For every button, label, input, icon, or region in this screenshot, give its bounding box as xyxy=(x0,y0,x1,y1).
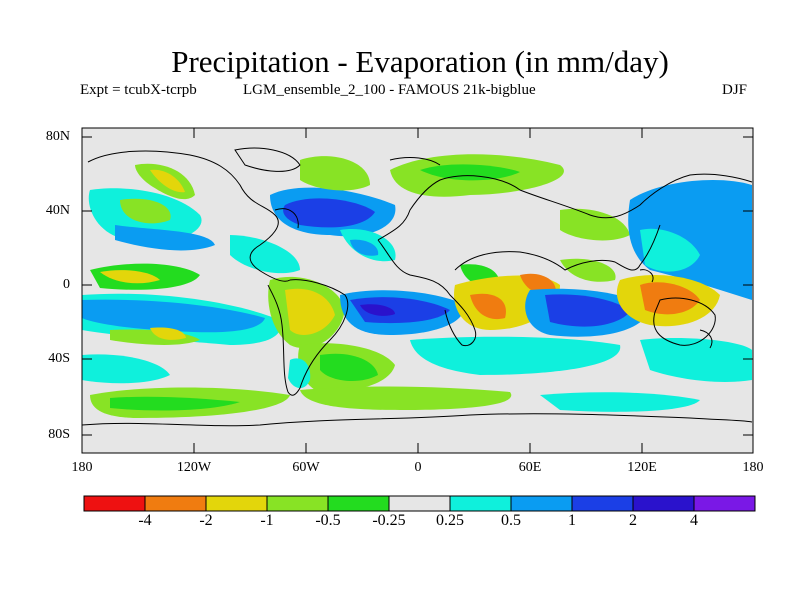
colorbar-label: -2 xyxy=(199,512,213,529)
field-patches xyxy=(82,154,752,418)
colorbar-box xyxy=(510,495,573,512)
lat-tick-label: 0 xyxy=(63,277,70,292)
lon-tick-label: 120E xyxy=(627,460,657,475)
lat-tick-label: 40S xyxy=(48,351,70,366)
lat-tick-label: 40N xyxy=(45,203,70,218)
colorbar-label: 4 xyxy=(690,512,698,529)
colorbar-label: 0.5 xyxy=(501,512,521,529)
lon-tick-label: 60E xyxy=(518,460,542,475)
colorbar-label: 1 xyxy=(568,512,576,529)
experiment-label: Expt = tcubX-tcrpb xyxy=(80,82,197,98)
lon-tick-label: 120W xyxy=(176,460,212,475)
colorbar-box xyxy=(266,495,329,512)
colorbar-box xyxy=(693,495,756,512)
colorbar-label: -0.25 xyxy=(372,512,406,529)
lon-tick-label: 180 xyxy=(742,460,764,475)
colorbar xyxy=(83,495,756,512)
colorbar-label: 0.25 xyxy=(436,512,464,529)
colorbar-box xyxy=(388,495,451,512)
coastlines xyxy=(82,147,753,427)
lon-tick-label: 180 xyxy=(71,460,93,475)
colorbar-box xyxy=(144,495,207,512)
map-field xyxy=(82,128,753,453)
ensemble-label: LGM_ensemble_2_100 - FAMOUS 21k-bigblue xyxy=(243,82,536,98)
colorbar-box xyxy=(83,495,146,512)
lat-tick-label: 80S xyxy=(48,427,70,442)
colorbar-box xyxy=(205,495,268,512)
colorbar-box xyxy=(571,495,634,512)
map-title: Precipitation - Evaporation (in mm/day) xyxy=(171,44,669,79)
lon-tick-label: 0 xyxy=(414,460,422,475)
colorbar-label: -4 xyxy=(138,512,152,529)
colorbar-label: 2 xyxy=(629,512,637,529)
lon-tick-label: 60W xyxy=(292,460,320,475)
season-label: DJF xyxy=(722,82,748,98)
colorbar-label: -0.5 xyxy=(315,512,341,529)
lat-tick-label: 80N xyxy=(45,129,70,144)
colorbar-box xyxy=(632,495,695,512)
colorbar-box xyxy=(449,495,512,512)
tick-marks xyxy=(82,128,753,453)
colorbar-box xyxy=(327,495,390,512)
colorbar-label: -1 xyxy=(260,512,274,529)
